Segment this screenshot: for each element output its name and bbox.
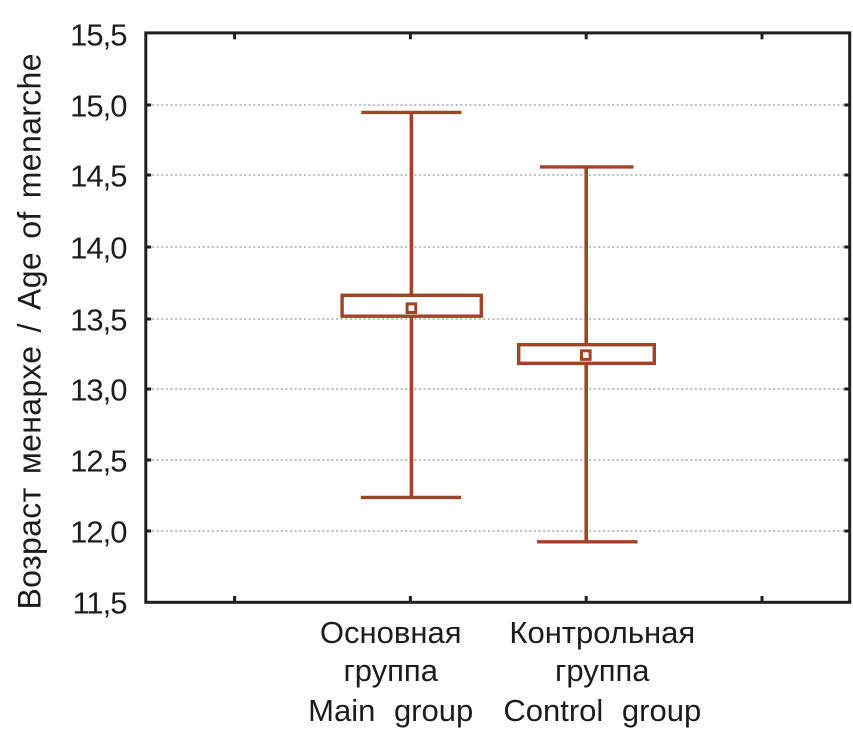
- svg-text:14,5: 14,5: [70, 158, 126, 193]
- svg-text:14,0: 14,0: [70, 230, 127, 265]
- svg-text:13,5: 13,5: [70, 302, 126, 337]
- svg-text:13,0: 13,0: [70, 372, 127, 407]
- svg-text:Возраст менархе / Age of menar: Возраст менархе / Age of menarche: [12, 54, 48, 610]
- svg-text:Основная: Основная: [320, 615, 462, 650]
- svg-text:Контрольная: Контрольная: [509, 615, 695, 650]
- svg-text:Main group: Main group: [308, 693, 473, 728]
- svg-text:15,5: 15,5: [70, 17, 126, 52]
- svg-text:группа: группа: [555, 653, 650, 688]
- svg-text:11,5: 11,5: [72, 586, 126, 621]
- svg-text:12,0: 12,0: [70, 514, 127, 549]
- svg-text:15,0: 15,0: [70, 88, 127, 123]
- svg-text:группа: группа: [343, 653, 438, 688]
- svg-text:Control group: Control group: [503, 693, 701, 728]
- svg-text:12,5: 12,5: [70, 443, 126, 478]
